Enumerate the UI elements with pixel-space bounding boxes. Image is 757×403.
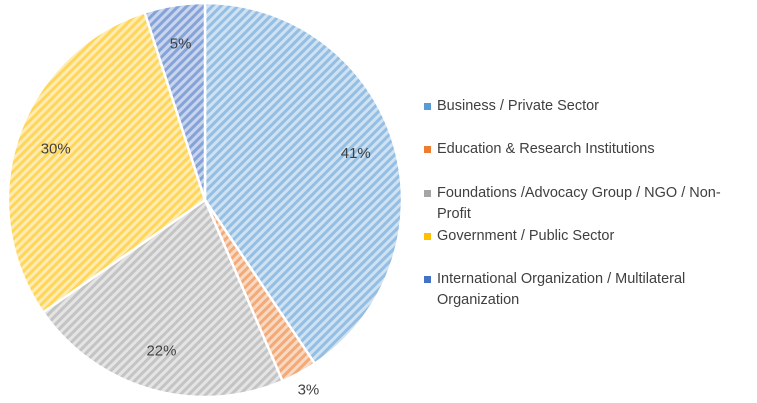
legend-label: Education & Research Institutions <box>437 141 655 157</box>
pie-slice <box>203 1 404 366</box>
pie-slice <box>143 1 207 201</box>
legend-item: Foundations /Advocacy Group / NGO / Non-… <box>424 183 754 225</box>
pie-slice <box>41 198 285 399</box>
legend-item: Government / Public Sector <box>424 226 754 247</box>
legend-label: Business / Private Sector <box>437 98 599 114</box>
legend-label: Government / Public Sector <box>437 228 615 244</box>
legend-swatch <box>424 190 431 197</box>
legend-swatch <box>424 103 431 110</box>
data-label: 22% <box>146 342 176 359</box>
legend-item: Education & Research Institutions <box>424 139 754 160</box>
data-label: 41% <box>341 145 371 162</box>
legend-label: Foundations /Advocacy Group / NGO / Non-… <box>437 185 721 222</box>
pie-slice <box>6 10 207 315</box>
legend-swatch <box>424 233 431 240</box>
data-label: 3% <box>298 381 320 398</box>
data-label: 5% <box>170 35 192 52</box>
legend-label: International Organization / Multilatera… <box>437 271 686 308</box>
legend-swatch <box>424 276 431 283</box>
data-label: 30% <box>41 140 71 157</box>
legend-item: International Organization / Multilatera… <box>424 269 754 311</box>
legend-swatch <box>424 146 431 153</box>
legend-item: Business / Private Sector <box>424 96 754 117</box>
